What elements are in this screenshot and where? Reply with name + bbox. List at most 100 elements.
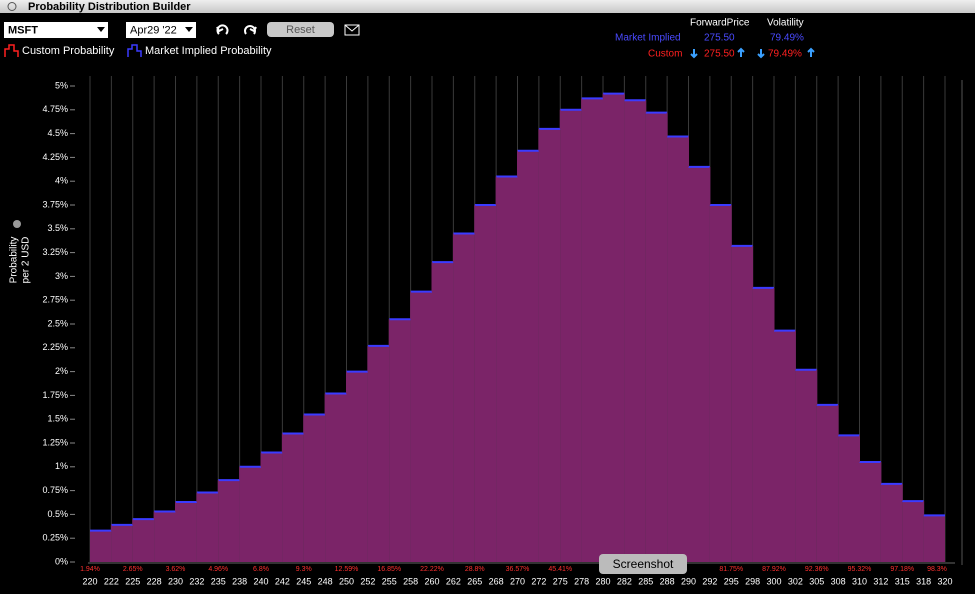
bar	[517, 150, 539, 562]
row-label: Market Implied	[615, 33, 681, 44]
x-tick-label: 250	[339, 576, 354, 586]
cumulative-label: 92.36%	[805, 566, 829, 573]
symbol-dropdown[interactable]	[4, 22, 108, 38]
bar	[432, 262, 454, 562]
undo-button[interactable]	[216, 24, 229, 35]
bar	[453, 233, 475, 562]
y-label-line: Probability	[9, 237, 20, 284]
cumulative-label: 2.65%	[123, 566, 143, 573]
info-icon[interactable]	[13, 220, 21, 228]
y-tick-label: 2%	[55, 366, 68, 376]
cumulative-label: 16.85%	[377, 566, 401, 573]
bar	[303, 414, 326, 562]
y-tick-label: 4.5%	[47, 128, 68, 138]
bar	[859, 462, 881, 562]
bar	[218, 480, 240, 562]
window-icon	[7, 2, 17, 11]
bar	[774, 330, 796, 562]
x-tick-label: 312	[873, 576, 888, 586]
decrease-button[interactable]	[690, 49, 698, 59]
x-tick-label: 225	[125, 576, 140, 586]
bar	[261, 452, 283, 562]
increase-button[interactable]	[737, 47, 745, 57]
x-tick-label: 265	[467, 576, 482, 586]
x-tick-label: 315	[895, 576, 910, 586]
title-bar	[0, 0, 975, 13]
window-title: Probability Distribution Builder	[28, 1, 191, 13]
bar	[132, 519, 155, 562]
x-tick-label: 275	[553, 576, 568, 586]
y-tick-label: 4%	[55, 176, 68, 186]
legend-icon	[127, 44, 142, 57]
y-label-line: per 2 USD	[21, 237, 32, 284]
bar	[325, 393, 347, 562]
cumulative-label: 12.59%	[335, 566, 359, 573]
y-tick-label: 1.5%	[47, 414, 68, 424]
decrease-button[interactable]	[757, 49, 765, 59]
email-button[interactable]	[344, 24, 360, 36]
y-tick-label: 2.5%	[47, 318, 68, 328]
bar	[624, 100, 646, 562]
x-tick-label: 260	[424, 576, 439, 586]
reset-button[interactable]	[267, 22, 334, 37]
cumulative-label: 28.8%	[465, 566, 485, 573]
bar	[816, 404, 839, 562]
x-tick-label: 305	[809, 576, 824, 586]
x-tick-label: 230	[168, 576, 183, 586]
cumulative-label: 87.92%	[762, 566, 786, 573]
reset-label: Reset	[286, 24, 315, 36]
bar	[752, 287, 774, 562]
bar	[902, 501, 924, 562]
symbol: MSFT	[8, 24, 38, 36]
x-tick-label: 295	[724, 576, 739, 586]
y-tick-label: 0.25%	[42, 533, 68, 543]
y-tick-label: 1.25%	[42, 437, 68, 447]
cumulative-label: 6.8%	[253, 566, 269, 573]
bar	[709, 205, 732, 562]
y-tick-label: 3%	[55, 271, 68, 281]
legend-entry[interactable]: Custom Probability	[22, 45, 115, 57]
increase-button[interactable]	[807, 47, 815, 57]
cumulative-label: 81.75%	[719, 566, 743, 573]
redo-button[interactable]	[244, 25, 257, 35]
x-tick-label: 258	[403, 576, 418, 586]
volatility: 79.49%	[770, 33, 804, 44]
x-tick-label: 318	[916, 576, 931, 586]
y-tick-label: 5%	[55, 80, 68, 90]
y-tick-label: 2.75%	[42, 295, 68, 305]
x-tick-label: 278	[574, 576, 589, 586]
bar	[645, 112, 668, 562]
x-tick-label: 288	[660, 576, 675, 586]
x-tick-label: 240	[253, 576, 268, 586]
x-tick-label: 272	[531, 576, 546, 586]
cumulative-label: 3.62%	[166, 566, 186, 573]
x-tick-label: 228	[147, 576, 162, 586]
y-tick-label: 1.75%	[42, 390, 68, 400]
bar	[282, 433, 304, 562]
y-tick-label: 2.25%	[42, 342, 68, 352]
bar	[496, 176, 518, 562]
cumulative-label: 45.41%	[548, 566, 572, 573]
x-tick-label: 220	[82, 576, 97, 586]
cumulative-label: 1.94%	[80, 566, 100, 573]
bar	[389, 319, 411, 562]
x-tick-label: 320	[937, 576, 952, 586]
y-tick-label: 1%	[55, 461, 68, 471]
bar	[538, 128, 561, 562]
bar	[795, 369, 817, 562]
email-icon	[344, 24, 360, 32]
y-tick-label: 3.75%	[42, 199, 68, 209]
bar	[90, 530, 112, 562]
bar	[560, 109, 582, 563]
bar	[838, 435, 860, 562]
x-tick-label: 242	[275, 576, 290, 586]
x-tick-label: 292	[702, 576, 717, 586]
bar	[474, 205, 497, 562]
cumulative-label: 36.57%	[506, 566, 530, 573]
legend-entry[interactable]: Market Implied Probability	[145, 45, 272, 57]
legend-icon	[4, 44, 19, 57]
expiry-dropdown[interactable]	[126, 22, 196, 38]
forward-price: 275.50	[704, 33, 735, 44]
bar	[367, 345, 390, 562]
